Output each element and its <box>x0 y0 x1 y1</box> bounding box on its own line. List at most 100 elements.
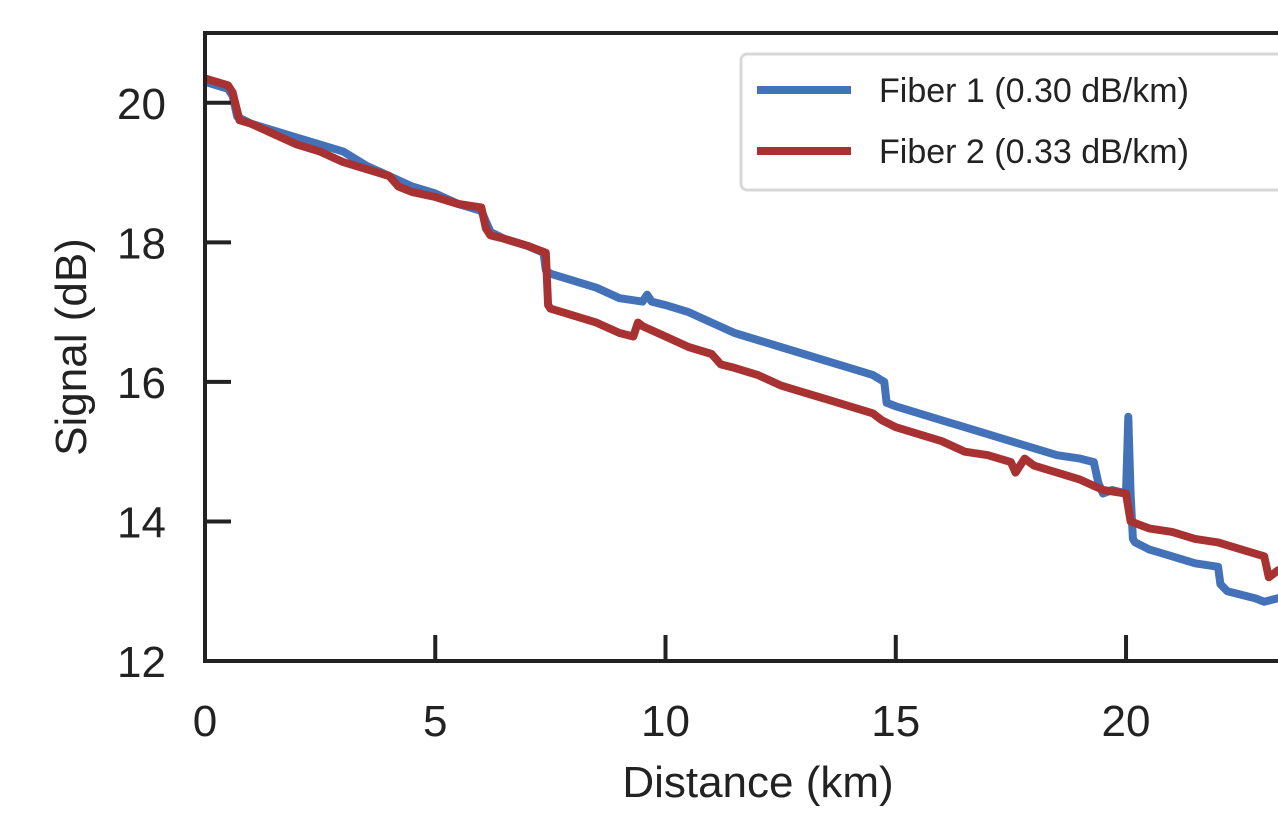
data-point-fiber-2 <box>1123 490 1129 497</box>
data-point-fiber-2 <box>616 330 623 336</box>
data-point-fiber-2 <box>630 333 637 340</box>
data-point-fiber-1 <box>984 431 991 438</box>
data-point-fiber-2 <box>363 166 370 173</box>
data-point-fiber-2 <box>478 204 485 211</box>
y-tick-label: 18 <box>117 219 166 268</box>
data-point-fiber-1 <box>1252 595 1258 602</box>
data-point-fiber-2 <box>879 417 885 424</box>
data-point-fiber-1 <box>1132 539 1139 546</box>
y-axis-label: Signal (dB) <box>47 238 96 456</box>
data-point-fiber-2 <box>685 344 692 350</box>
data-point-fiber-1 <box>662 302 669 309</box>
data-point-fiber-1 <box>961 424 968 431</box>
data-point-fiber-1 <box>881 378 888 385</box>
data-point-fiber-2 <box>1030 462 1037 469</box>
data-point-fiber-2 <box>1021 455 1028 462</box>
data-point-fiber-1 <box>915 410 922 417</box>
data-point-fiber-2 <box>570 312 577 319</box>
x-tick-label: 20 <box>1102 697 1151 746</box>
data-point-fiber-2 <box>395 183 402 190</box>
y-ticks: 12 14 16 18 20 <box>117 80 231 687</box>
data-point-fiber-1 <box>1146 546 1153 553</box>
data-point-fiber-1 <box>869 371 876 378</box>
data-point-fiber-1 <box>1169 553 1176 560</box>
data-point-fiber-1 <box>883 399 890 406</box>
data-point-fiber-1 <box>800 351 807 357</box>
axes <box>203 31 1278 663</box>
data-point-fiber-2 <box>1265 574 1272 581</box>
data-point-fiber-2 <box>717 361 724 368</box>
data-point-fiber-2 <box>1007 459 1014 466</box>
y-tick-label: 16 <box>117 359 166 408</box>
data-point-fiber-1 <box>1077 455 1083 462</box>
legend-box <box>739 52 1278 192</box>
data-point-fiber-2 <box>409 189 416 196</box>
data-point-fiber-2 <box>961 448 968 455</box>
data-point-fiber-2 <box>501 235 508 242</box>
data-point-fiber-2 <box>547 305 554 312</box>
data-point-fiber-2 <box>317 148 324 155</box>
data-point-fiber-1 <box>1054 452 1060 459</box>
data-point-fiber-2 <box>294 141 301 148</box>
data-point-fiber-2 <box>731 364 738 371</box>
data-point-fiber-2 <box>1215 539 1222 546</box>
data-point-fiber-1 <box>570 277 577 284</box>
data-point-fiber-2 <box>432 194 439 200</box>
data-point-fiber-2 <box>800 389 807 396</box>
legend-label-fiber-1: Fiber 1 (0.30 dB/km) <box>879 72 1189 110</box>
data-point-fiber-1 <box>846 364 853 371</box>
y-tick-label: 12 <box>117 638 166 687</box>
data-point-fiber-1 <box>1090 459 1097 466</box>
y-tick-label: 14 <box>117 498 166 547</box>
data-point-fiber-1 <box>1030 445 1037 452</box>
data-point-fiber-2 <box>386 173 393 179</box>
data-point-fiber-2 <box>708 351 715 357</box>
data-point-fiber-1 <box>1238 591 1245 598</box>
data-point-fiber-2 <box>634 319 641 326</box>
data-point-fiber-2 <box>542 249 549 256</box>
data-point-fiber-2 <box>662 333 669 340</box>
data-point-fiber-2 <box>340 159 347 166</box>
data-point-fiber-1 <box>1215 563 1222 570</box>
data-point-fiber-1 <box>294 134 301 141</box>
data-point-fiber-2 <box>1238 546 1245 553</box>
data-point-fiber-2 <box>1012 469 1019 476</box>
data-point-fiber-1 <box>938 417 945 424</box>
x-tick-label: 15 <box>871 697 920 746</box>
data-point-fiber-2 <box>482 225 489 232</box>
data-point-fiber-1 <box>777 344 784 350</box>
data-point-fiber-1 <box>731 330 738 336</box>
data-point-fiber-1 <box>616 295 623 302</box>
data-point-fiber-2 <box>229 89 236 96</box>
data-point-fiber-2 <box>938 438 945 445</box>
data-point-fiber-1 <box>823 358 830 364</box>
data-point-fiber-1 <box>1007 438 1014 445</box>
data-point-fiber-2 <box>1169 528 1176 535</box>
data-point-fiber-2 <box>777 382 784 389</box>
data-point-fiber-1 <box>1192 560 1199 567</box>
data-point-fiber-1 <box>1275 595 1278 602</box>
data-point-fiber-2 <box>487 232 494 239</box>
data-point-fiber-1 <box>648 298 655 305</box>
x-tick-label: 10 <box>641 697 690 746</box>
x-ticks: 0 5 10 15 20 <box>193 635 1151 746</box>
data-point-fiber-2 <box>754 371 761 378</box>
data-point-fiber-2 <box>915 431 922 438</box>
data-point-fiber-1 <box>593 284 600 291</box>
data-point-fiber-2 <box>1127 518 1134 525</box>
data-point-fiber-2 <box>1100 487 1106 493</box>
x-tick-label: 0 <box>193 697 217 746</box>
data-point-fiber-2 <box>225 82 231 89</box>
series-layer <box>205 74 1278 606</box>
data-point-fiber-2 <box>1192 535 1199 542</box>
series-line-fiber-1 <box>205 77 1278 606</box>
data-point-fiber-1 <box>708 319 715 326</box>
legend: Fiber 1 (0.30 dB/km) Fiber 2 (0.33 dB/km… <box>739 52 1278 192</box>
data-point-fiber-2 <box>1054 469 1060 476</box>
data-point-fiber-1 <box>754 337 761 343</box>
data-point-fiber-2 <box>524 242 531 249</box>
data-point-fiber-2 <box>639 323 646 330</box>
data-point-fiber-2 <box>1275 567 1278 574</box>
